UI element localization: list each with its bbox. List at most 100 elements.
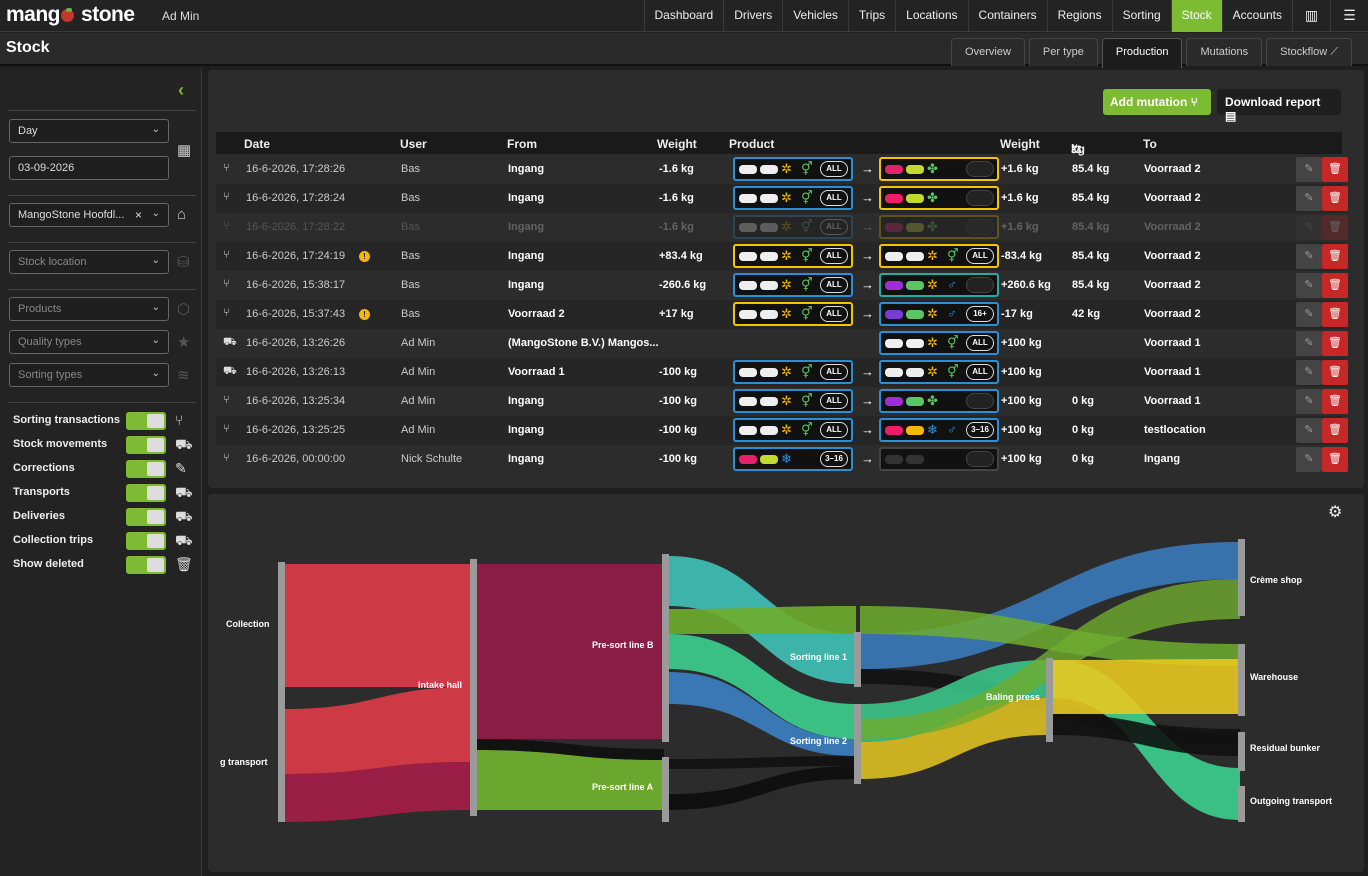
node-label-outgoing: Outgoing transport [1250, 796, 1332, 806]
delete-button[interactable]: 🗑 [1322, 273, 1348, 298]
toggle-switch[interactable] [126, 484, 166, 502]
sorting-types-select[interactable]: Sorting types ⌄ [9, 363, 169, 387]
edit-button[interactable]: ✎ [1296, 215, 1322, 240]
delete-button[interactable]: 🗑 [1322, 244, 1348, 269]
table-row[interactable]: ⑂ 16-6-2026, 17:28:22 Bas Ingang -1.6 kg ✲ ⚥ AL… [216, 213, 1348, 242]
edit-button[interactable]: ✎ [1296, 418, 1322, 443]
edit-button[interactable]: ✎ [1296, 157, 1322, 182]
nav-trips[interactable]: Trips [847, 0, 895, 32]
table-row[interactable]: ⛟ 16-6-2026, 13:26:26 Ad Min (MangoStone B.… [216, 329, 1348, 358]
quality-types-select[interactable]: Quality types ⌄ [9, 330, 169, 354]
toggle-transports[interactable]: Transports ⛟ [13, 484, 198, 502]
products-select[interactable]: Products ⌄ [9, 297, 169, 321]
row-kg: 85.4 kg [1072, 250, 1110, 262]
delete-button[interactable]: 🗑 [1322, 215, 1348, 240]
delete-button[interactable]: 🗑 [1322, 186, 1348, 211]
toggle-collection-trips[interactable]: Collection trips ⛟ [13, 532, 198, 550]
table-row[interactable]: ⑂ 16-6-2026, 17:28:26 Bas Ingang -1.6 kg ✲ ⚥ AL… [216, 155, 1348, 184]
toggle-switch[interactable] [126, 412, 166, 430]
delete-button[interactable]: 🗑 [1322, 360, 1348, 385]
delete-button[interactable]: 🗑 [1322, 331, 1348, 356]
date-field[interactable]: 03-09-2026 [9, 156, 169, 180]
col-to[interactable]: To [1143, 137, 1157, 151]
row-weight-2: -83.4 kg [1001, 250, 1042, 262]
nav-containers[interactable]: Containers [967, 0, 1047, 32]
logo[interactable]: mang stone [6, 3, 135, 26]
toggle-corrections[interactable]: Corrections ✎ [13, 460, 187, 478]
tab-stockflow[interactable]: Stockflow ⟋ [1266, 38, 1352, 66]
product-pill [739, 223, 757, 232]
delete-button[interactable]: 🗑 [1322, 447, 1348, 472]
row-to: Voorraad 1 [1144, 337, 1201, 349]
tab-per-type[interactable]: Per type [1028, 38, 1098, 66]
calendar-icon[interactable]: ▦ [177, 142, 192, 159]
collapse-chevron-icon[interactable]: ‹ [178, 80, 184, 100]
col-weight-2[interactable]: Weight [1000, 137, 1040, 151]
edit-button[interactable]: ✎ [1296, 244, 1322, 269]
edit-button[interactable]: ✎ [1296, 186, 1322, 211]
table-row[interactable]: ⑂ 16-6-2026, 13:25:25 Ad Min Ingang -100 kg ✲… [216, 416, 1348, 445]
quality-icon: ✤ [927, 393, 938, 408]
delete-button[interactable]: 🗑 [1322, 389, 1348, 414]
table-row[interactable]: ⑂ 16-6-2026, 13:25:34 Ad Min Ingang -100 kg ✲… [216, 387, 1348, 416]
nav-locations[interactable]: Locations [895, 0, 967, 32]
toggle-deliveries[interactable]: Deliveries ⛟ [13, 508, 198, 526]
table-row[interactable]: ⑂ 16-6-2026, 15:37:43! Bas Voorraad 2 +17 kg… [216, 300, 1348, 329]
menu-icon[interactable]: ☰ [1330, 0, 1368, 32]
stock-location-select[interactable]: Stock location ⌄ [9, 250, 169, 274]
table-row[interactable]: ⑂ 16-6-2026, 17:24:19! Bas Ingang +83.4 kg ✲ ⚥… [216, 242, 1348, 271]
table-row[interactable]: ⑂ 16-6-2026, 00:00:00 Nick Schulte Ingang -1… [216, 445, 1348, 474]
download-report-button[interactable]: Download report ▤ [1217, 89, 1341, 123]
nav-regions[interactable]: Regions [1046, 0, 1112, 32]
product-box: ✲ ⚥ ALL [879, 331, 999, 355]
toggle-show-deleted[interactable]: Show deleted 🗑 [13, 556, 193, 574]
toggle-sorting-transactions[interactable]: Sorting transactions ⑂ [13, 412, 184, 430]
table-row[interactable]: ⑂ 16-6-2026, 17:28:24 Bas Ingang -1.6 kg ✲ ⚥ AL… [216, 184, 1348, 213]
sorting-icon: ⑂ [223, 162, 230, 174]
gear-icon[interactable]: ⚙ [1328, 504, 1343, 521]
toggle-switch[interactable] [126, 460, 166, 478]
edit-button[interactable]: ✎ [1296, 447, 1322, 472]
table-row[interactable]: ⑂ 16-6-2026, 15:38:17 Bas Ingang -260.6 kg ✲ ⚥… [216, 271, 1348, 300]
nav-vehicles[interactable]: Vehicles [782, 0, 848, 32]
nav-accounts[interactable]: Accounts [1221, 0, 1292, 32]
product-box: ❄ 3–16 [733, 447, 853, 471]
period-select[interactable]: Day ⌄ [9, 119, 169, 143]
toggle-switch[interactable] [126, 532, 166, 550]
row-weight: -260.6 kg [659, 279, 707, 291]
col-date[interactable]: Date [244, 137, 271, 151]
col-user[interactable]: User [400, 137, 427, 151]
toggle-switch[interactable] [126, 508, 166, 526]
map-icon[interactable]: ▥ [1292, 0, 1330, 32]
nav-dashboard[interactable]: Dashboard [643, 0, 724, 32]
product-pill [760, 368, 778, 377]
col-weight[interactable]: Weight [657, 137, 697, 151]
table-row[interactable]: ⛟ 16-6-2026, 13:26:13 Ad Min Voorraad 1 -100… [216, 358, 1348, 387]
edit-button[interactable]: ✎ [1296, 331, 1322, 356]
col-product[interactable]: Product [729, 137, 775, 151]
product-box: ✲ ⚥ ALL [733, 389, 853, 413]
toggle-switch[interactable] [126, 436, 166, 454]
edit-button[interactable]: ✎ [1296, 302, 1322, 327]
location-select[interactable]: MangoStone Hoofdl... × ⌄ [9, 203, 169, 227]
sankey-link [668, 672, 856, 756]
tab-overview[interactable]: Overview [951, 38, 1025, 66]
col-from[interactable]: From [507, 137, 537, 151]
nav-drivers[interactable]: Drivers [723, 0, 782, 32]
toggle-stock-movements[interactable]: Stock movements ⛟ [13, 436, 198, 454]
nav-stock[interactable]: Stock [1170, 0, 1222, 32]
edit-button[interactable]: ✎ [1296, 360, 1322, 385]
nav-sorting[interactable]: Sorting [1111, 0, 1171, 32]
tab-production[interactable]: Production [1101, 38, 1183, 68]
edit-button[interactable]: ✎ [1296, 389, 1322, 414]
delete-button[interactable]: 🗑 [1322, 418, 1348, 443]
edit-button[interactable]: ✎ [1296, 273, 1322, 298]
quality-icon: ✲ [781, 422, 792, 437]
add-mutation-button[interactable]: Add mutation ⑂ [1103, 89, 1211, 115]
toggle-switch[interactable] [126, 556, 166, 574]
delete-button[interactable]: 🗑 [1322, 302, 1348, 327]
tab-mutations[interactable]: Mutations [1186, 38, 1263, 66]
node-label-creme: Crème shop [1250, 575, 1303, 585]
clear-icon[interactable]: × [134, 208, 142, 222]
delete-button[interactable]: 🗑 [1322, 157, 1348, 182]
